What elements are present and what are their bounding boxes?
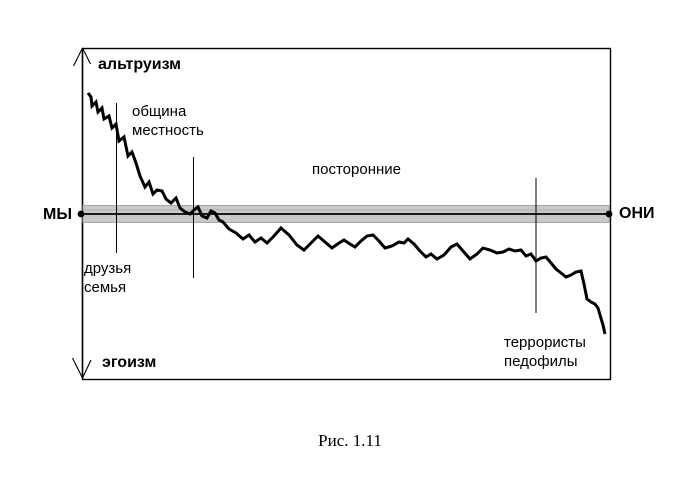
axis-bottom-label: эгоизм: [102, 354, 157, 371]
figure-caption: Рис. 1.11: [318, 431, 382, 450]
axis-top-label: альтруизм: [98, 56, 182, 73]
zone-label-strangers: посторонние: [312, 161, 401, 178]
zone-label-community-line1: община: [132, 103, 187, 120]
we-endpoint-dot: [77, 210, 85, 218]
affinity-curve: [86, 92, 607, 335]
axis-arrow-down-icon: [72, 357, 92, 379]
we-label: МЫ: [43, 206, 72, 223]
zone-label-outcasts: террористы педофилы: [504, 333, 586, 371]
zone-label-community: община местность: [132, 102, 204, 140]
zone-label-community-line2: местность: [132, 122, 204, 139]
zone-label-friends-line2: семья: [84, 279, 127, 296]
axis-arrow-up-icon: [73, 47, 91, 67]
zone-label-outcasts-line2: педофилы: [504, 353, 578, 370]
they-endpoint-dot: [605, 210, 613, 218]
zone-label-friends-line1: друзья: [84, 260, 132, 277]
they-label: ОНИ: [619, 205, 655, 222]
zone-label-outcasts-line1: террористы: [504, 334, 586, 351]
zone-label-friends: друзья семья: [84, 259, 131, 297]
